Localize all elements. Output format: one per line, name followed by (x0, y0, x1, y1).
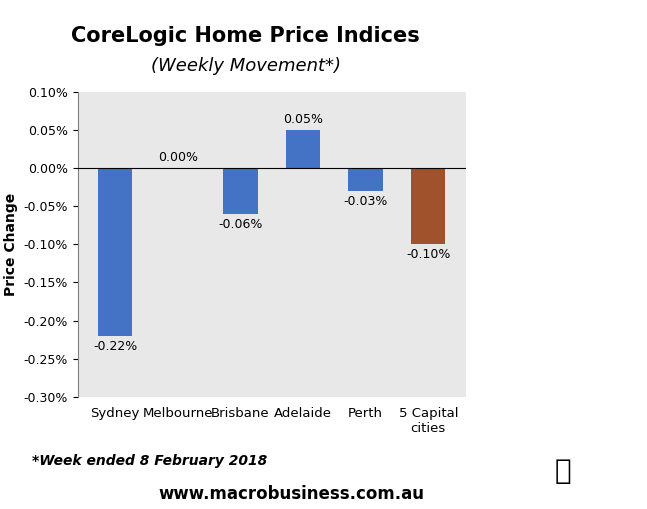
Text: -0.03%: -0.03% (344, 195, 388, 208)
Text: -0.10%: -0.10% (406, 248, 450, 261)
Text: -0.22%: -0.22% (93, 340, 137, 353)
Text: 🐺: 🐺 (554, 457, 571, 485)
Text: BUSINESS: BUSINESS (492, 68, 601, 87)
Y-axis label: Price Change: Price Change (4, 193, 18, 296)
Text: -0.06%: -0.06% (218, 218, 263, 231)
Text: MACRO: MACRO (501, 36, 593, 55)
Bar (349, 168, 383, 191)
Bar (411, 168, 446, 244)
Bar (98, 168, 133, 336)
Bar (223, 168, 258, 214)
Bar (286, 130, 320, 168)
Text: www.macrobusiness.com.au: www.macrobusiness.com.au (158, 485, 424, 503)
Text: 0.00%: 0.00% (158, 151, 198, 164)
Text: *Week ended 8 February 2018: *Week ended 8 February 2018 (32, 454, 268, 468)
Text: (Weekly Movement*): (Weekly Movement*) (151, 57, 341, 75)
Text: CoreLogic Home Price Indices: CoreLogic Home Price Indices (71, 25, 421, 46)
Text: 0.05%: 0.05% (283, 113, 323, 126)
